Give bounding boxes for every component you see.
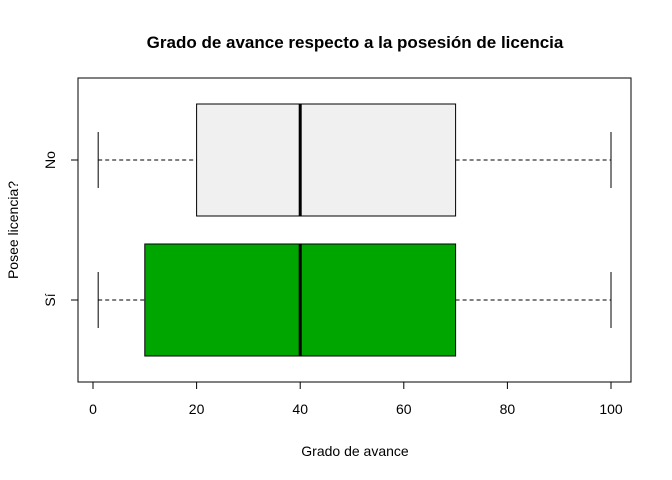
box-iqr <box>196 103 457 217</box>
y-tick-label: Sí <box>42 293 58 306</box>
y-tick-label: No <box>42 151 58 169</box>
chart-title: Grado de avance respecto a la posesión d… <box>147 33 564 52</box>
box-si <box>97 243 612 357</box>
x-tick-label: 40 <box>292 401 308 417</box>
box-no <box>97 103 612 217</box>
x-tick-label: 100 <box>599 401 623 417</box>
x-axis-label: Grado de avance <box>301 443 409 459</box>
x-tick-label: 80 <box>500 401 516 417</box>
x-tick-label: 60 <box>396 401 412 417</box>
x-tick-label: 0 <box>89 401 97 417</box>
boxes-group <box>97 103 612 357</box>
y-axis-label: Posee licencia? <box>5 181 21 279</box>
y-axis: No Sí <box>42 151 79 307</box>
x-axis: 0 20 40 60 80 100 <box>89 381 623 417</box>
x-tick-label: 20 <box>189 401 205 417</box>
